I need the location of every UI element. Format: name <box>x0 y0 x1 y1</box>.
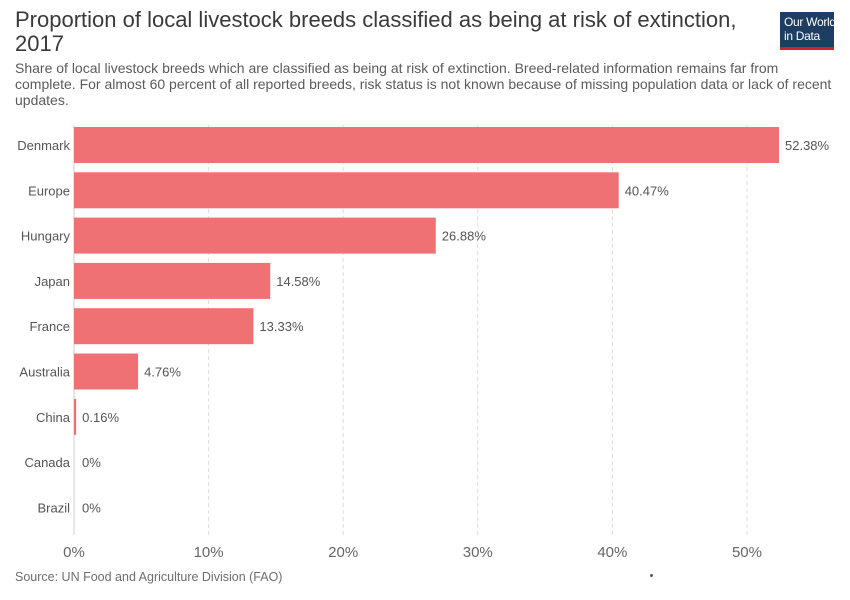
source-note: Source: UN Food and Agriculture Division… <box>15 570 283 584</box>
category-label: Europe <box>28 183 70 198</box>
value-label: 0% <box>82 500 101 515</box>
category-label: France <box>30 319 70 334</box>
bar[interactable] <box>74 127 779 163</box>
value-label: 4.76% <box>144 365 181 380</box>
logo-line-1: Our World <box>784 15 836 29</box>
category-label: China <box>36 410 71 425</box>
footer-dot <box>650 574 653 577</box>
value-label: 13.33% <box>259 319 304 334</box>
category-label: Hungary <box>21 229 71 244</box>
x-tick-label: 0% <box>63 544 85 561</box>
bar[interactable] <box>74 353 139 390</box>
x-tick-label: 50% <box>732 544 762 561</box>
bar[interactable] <box>74 217 436 254</box>
bar[interactable] <box>74 308 254 345</box>
value-label: 0% <box>82 455 101 470</box>
chart-title: Proportion of local livestock breeds cla… <box>15 7 737 56</box>
owid-logo[interactable]: Our World in Data <box>780 12 836 50</box>
value-label: 0.16% <box>82 410 119 425</box>
bar[interactable] <box>74 398 77 435</box>
chart-subtitle: Share of local livestock breeds which ar… <box>15 60 832 108</box>
x-tick-label: 20% <box>328 544 358 561</box>
bar[interactable] <box>74 172 619 209</box>
value-label: 14.58% <box>276 274 321 289</box>
category-label: Australia <box>19 365 70 380</box>
logo-line-2: in Data <box>784 29 820 43</box>
value-label: 52.38% <box>785 138 830 153</box>
value-label: 40.47% <box>625 183 670 198</box>
category-label: Brazil <box>37 500 70 515</box>
category-label: Denmark <box>17 138 70 153</box>
category-label: Canada <box>24 455 70 470</box>
x-tick-label: 40% <box>597 544 627 561</box>
value-label: 26.88% <box>442 229 487 244</box>
category-label: Japan <box>35 274 70 289</box>
x-tick-label: 30% <box>463 544 493 561</box>
bar[interactable] <box>74 262 271 299</box>
x-tick-label: 10% <box>194 544 224 561</box>
